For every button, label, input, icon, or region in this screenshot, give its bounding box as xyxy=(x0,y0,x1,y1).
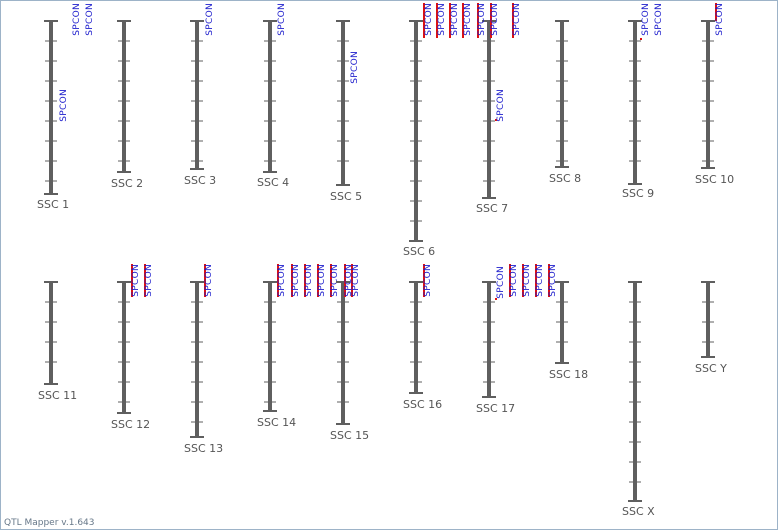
qtl-label: SPCON xyxy=(59,89,69,122)
qtl-marker xyxy=(495,119,497,121)
qtl-label: SPCON xyxy=(424,3,434,36)
chromosome-label: SSC 15 xyxy=(330,429,369,442)
chromosome-label: SSC 13 xyxy=(184,442,223,455)
qtl-label: SPCON xyxy=(496,266,506,299)
qtl-label: SPCON xyxy=(291,264,301,297)
chromosome-label: SSC 11 xyxy=(38,389,77,402)
qtl-label: SPCON xyxy=(85,3,95,36)
qtl-label: SPCON xyxy=(131,264,141,297)
chromosome-label: SSC X xyxy=(622,505,655,518)
qtl-label: SPCON xyxy=(450,3,460,36)
chromosome-label: SSC 1 xyxy=(37,198,69,211)
qtl-label: SPCON xyxy=(463,3,473,36)
chromosome-label: SSC 10 xyxy=(695,173,734,186)
qtl-label: SPCON xyxy=(496,89,506,122)
chromosome-label: SSC 8 xyxy=(549,172,581,185)
qtl-label: SPCON xyxy=(522,264,532,297)
qtl-label: SPCON xyxy=(317,264,327,297)
chromosome-label: SSC 4 xyxy=(257,176,289,189)
qtl-label: SPCON xyxy=(330,264,340,297)
chromosome-label: SSC 9 xyxy=(622,187,654,200)
qtl-label: SPCON xyxy=(277,3,287,36)
qtl-label: SPCON xyxy=(72,3,82,36)
qtl-label: SPCON xyxy=(512,3,522,36)
qtl-label: SPCON xyxy=(344,264,354,297)
qtl-label: SPCON xyxy=(477,3,487,36)
qtl-label: SPCON xyxy=(204,264,214,297)
chromosome-label: SSC 18 xyxy=(549,368,588,381)
chromosome-label: SSC 12 xyxy=(111,418,150,431)
chromosome-label: SSC 3 xyxy=(184,174,216,187)
qtl-label: SPCON xyxy=(715,3,725,36)
chromosome-label: SSC Y xyxy=(695,362,727,375)
qtl-label: SPCON xyxy=(277,264,287,297)
version-label: QTL Mapper v.1.643 xyxy=(4,518,95,528)
chromosome-label: SSC 6 xyxy=(403,245,435,258)
qtl-label: SPCON xyxy=(351,264,361,297)
qtl-label: SPCON xyxy=(423,264,433,297)
chromosome-label: SSC 5 xyxy=(330,190,362,203)
chromosome-label: SSC 7 xyxy=(476,202,508,215)
qtl-label: SPCON xyxy=(641,3,651,36)
qtl-label: SPCON xyxy=(490,3,500,36)
qtl-label: SPCON xyxy=(509,264,519,297)
qtl-marker xyxy=(640,38,642,40)
qtl-label: SPCON xyxy=(548,264,558,297)
qtl-label: SPCON xyxy=(144,264,154,297)
qtl-label: SPCON xyxy=(437,3,447,36)
qtl-label: SPCON xyxy=(535,264,545,297)
chromosome-label: SSC 17 xyxy=(476,402,515,415)
chromosome-label: SSC 14 xyxy=(257,416,296,429)
chromosome-label: SSC 16 xyxy=(403,398,442,411)
qtl-label: SPCON xyxy=(205,3,215,36)
qtl-label: SPCON xyxy=(350,51,360,84)
qtl-label: SPCON xyxy=(654,3,664,36)
qtl-label: SPCON xyxy=(304,264,314,297)
chromosome-label: SSC 2 xyxy=(111,177,143,190)
qtl-marker xyxy=(495,298,497,300)
